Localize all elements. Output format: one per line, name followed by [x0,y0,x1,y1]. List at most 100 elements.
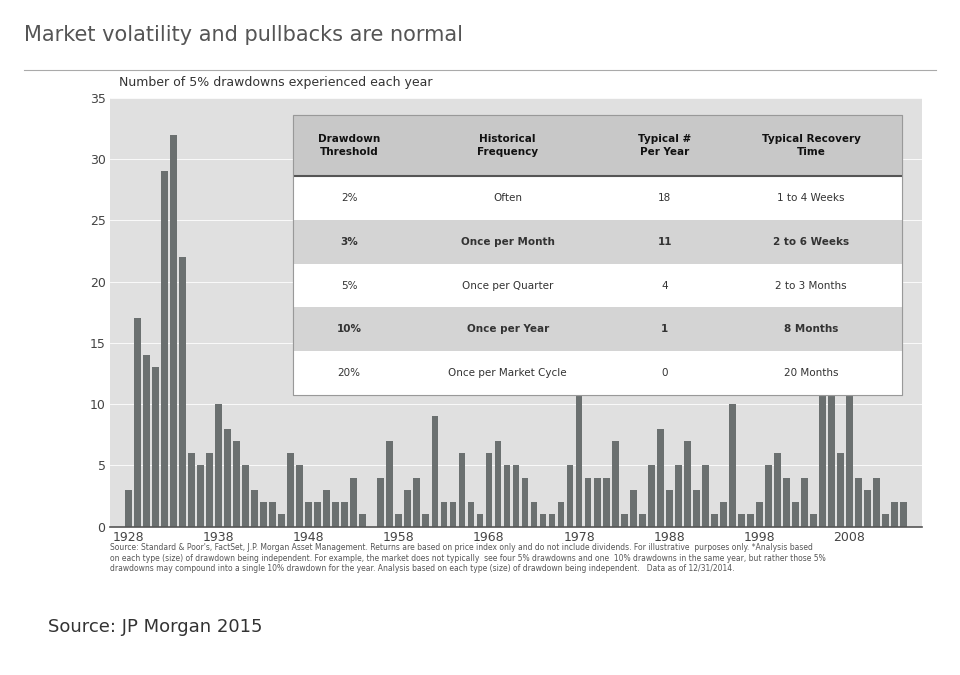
Bar [297,465,303,526]
Bar [476,514,483,526]
Bar [387,441,394,526]
Bar [252,490,258,526]
Text: Number of 5% drawdowns experienced each year: Number of 5% drawdowns experienced each … [118,76,432,89]
Bar [197,465,204,526]
Text: 2%: 2% [341,193,357,203]
Bar [666,490,673,526]
Bar [756,502,763,526]
Text: 18: 18 [658,193,671,203]
Bar [359,514,366,526]
Bar [170,134,177,526]
Bar [675,465,682,526]
Text: Often: Often [493,193,522,203]
Bar [260,502,267,526]
Bar [549,514,556,526]
Text: 8 Months: 8 Months [783,324,838,334]
Bar [143,355,150,526]
Bar [468,502,474,526]
Bar [702,465,708,526]
Text: Once per Quarter: Once per Quarter [462,281,553,291]
Text: Source: JP Morgan 2015: Source: JP Morgan 2015 [48,618,262,636]
Bar [293,176,902,220]
Text: 20%: 20% [338,368,361,378]
Text: Source: Standard & Poor's, FactSet, J.P. Morgan Asset Management. Returns are ba: Source: Standard & Poor's, FactSet, J.P.… [110,543,827,573]
Text: 10%: 10% [337,324,362,334]
Bar [603,477,610,526]
Bar [765,465,772,526]
Bar [521,477,528,526]
Bar [638,514,645,526]
Bar [874,477,880,526]
Bar [422,514,429,526]
Bar [792,502,799,526]
Bar [459,453,466,526]
Bar [342,502,348,526]
Text: Once per Month: Once per Month [461,237,555,247]
Bar [314,502,321,526]
Bar [783,477,790,526]
Text: 5%: 5% [341,281,357,291]
Text: 4: 4 [661,281,668,291]
Text: Typical Recovery
Time: Typical Recovery Time [761,134,860,157]
Bar [206,453,213,526]
Text: 0: 0 [661,368,668,378]
Bar [513,465,519,526]
Bar [486,453,492,526]
Bar [531,502,538,526]
Bar [180,257,186,526]
Text: 3%: 3% [340,237,358,247]
Bar [566,465,573,526]
Bar [593,477,601,526]
Bar [711,514,718,526]
Bar [269,502,276,526]
Bar [801,477,807,526]
Text: 2 to 6 Weeks: 2 to 6 Weeks [773,237,849,247]
Bar [504,465,511,526]
Bar [891,502,898,526]
Bar [576,392,583,526]
Bar [774,453,780,526]
Bar [864,490,871,526]
Bar [332,502,339,526]
Bar [293,264,902,308]
Bar [612,441,618,526]
Text: 11: 11 [658,237,672,247]
Bar [585,477,591,526]
Bar [648,465,655,526]
Bar [293,115,902,176]
Bar [152,367,158,526]
Bar [900,502,907,526]
Bar [293,308,902,351]
Bar [738,514,745,526]
Bar [278,514,285,526]
Bar [305,502,312,526]
Text: 20 Months: 20 Months [783,368,838,378]
Bar [134,319,141,526]
Bar [621,514,628,526]
Text: Once per Market Cycle: Once per Market Cycle [448,368,567,378]
Bar [540,514,546,526]
Bar [729,404,735,526]
Bar [810,514,817,526]
Bar [225,429,231,526]
Bar [215,404,222,526]
Bar [233,441,240,526]
Bar [720,502,727,526]
Bar [684,441,690,526]
Bar [242,465,249,526]
Bar [441,502,447,526]
Bar [630,490,636,526]
Text: Drawdown
Threshold: Drawdown Threshold [318,134,380,157]
Text: 1 to 4 Weeks: 1 to 4 Weeks [778,193,845,203]
Bar [188,453,195,526]
Text: Historical
Frequency: Historical Frequency [477,134,539,157]
Bar [828,392,835,526]
Text: Once per Year: Once per Year [467,324,549,334]
Bar [414,477,420,526]
Bar [657,429,663,526]
Bar [846,233,852,526]
Bar [837,453,844,526]
Bar [350,477,357,526]
Bar [558,502,564,526]
Bar [494,441,501,526]
